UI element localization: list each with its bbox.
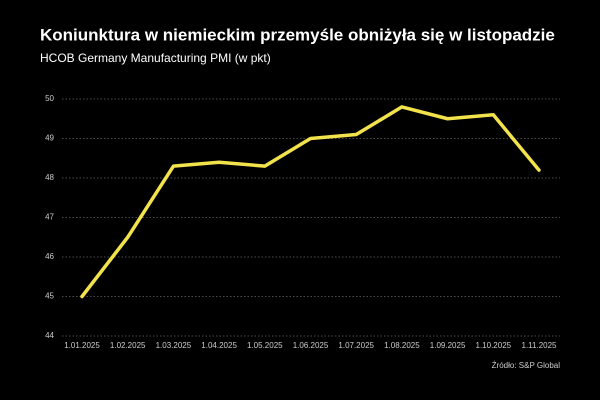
chart-subtitle: HCOB Germany Manufacturing PMI (w pkt) (40, 51, 271, 65)
y-tick-label: 49 (45, 134, 54, 143)
x-tick-label: 1.05.2025 (247, 341, 283, 350)
x-tick-label: 1.01.2025 (64, 341, 100, 350)
x-tick-label: 1.06.2025 (293, 341, 329, 350)
y-tick-label: 47 (45, 213, 54, 222)
x-tick-label: 1.03.2025 (156, 341, 192, 350)
x-tick-label: 1.02.2025 (110, 341, 146, 350)
source: Źródło: S&P Global (492, 361, 561, 370)
x-tick-label: 1.11.2025 (522, 341, 558, 350)
y-tick-label: 50 (45, 94, 54, 103)
chart-title: Koniunktura w niemieckim przemyśle obniż… (40, 25, 555, 44)
y-tick-label: 44 (45, 331, 54, 340)
x-tick-label: 1.09.2025 (430, 341, 466, 350)
y-tick-label: 48 (45, 173, 54, 182)
x-tick-label: 1.10.2025 (476, 341, 512, 350)
y-tick-label: 45 (45, 292, 54, 301)
x-tick-label: 1.08.2025 (384, 341, 420, 350)
y-tick-label: 46 (45, 252, 54, 261)
x-tick-label: 1.07.2025 (338, 341, 374, 350)
x-tick-label: 1.04.2025 (201, 341, 237, 350)
line (80, 105, 541, 299)
